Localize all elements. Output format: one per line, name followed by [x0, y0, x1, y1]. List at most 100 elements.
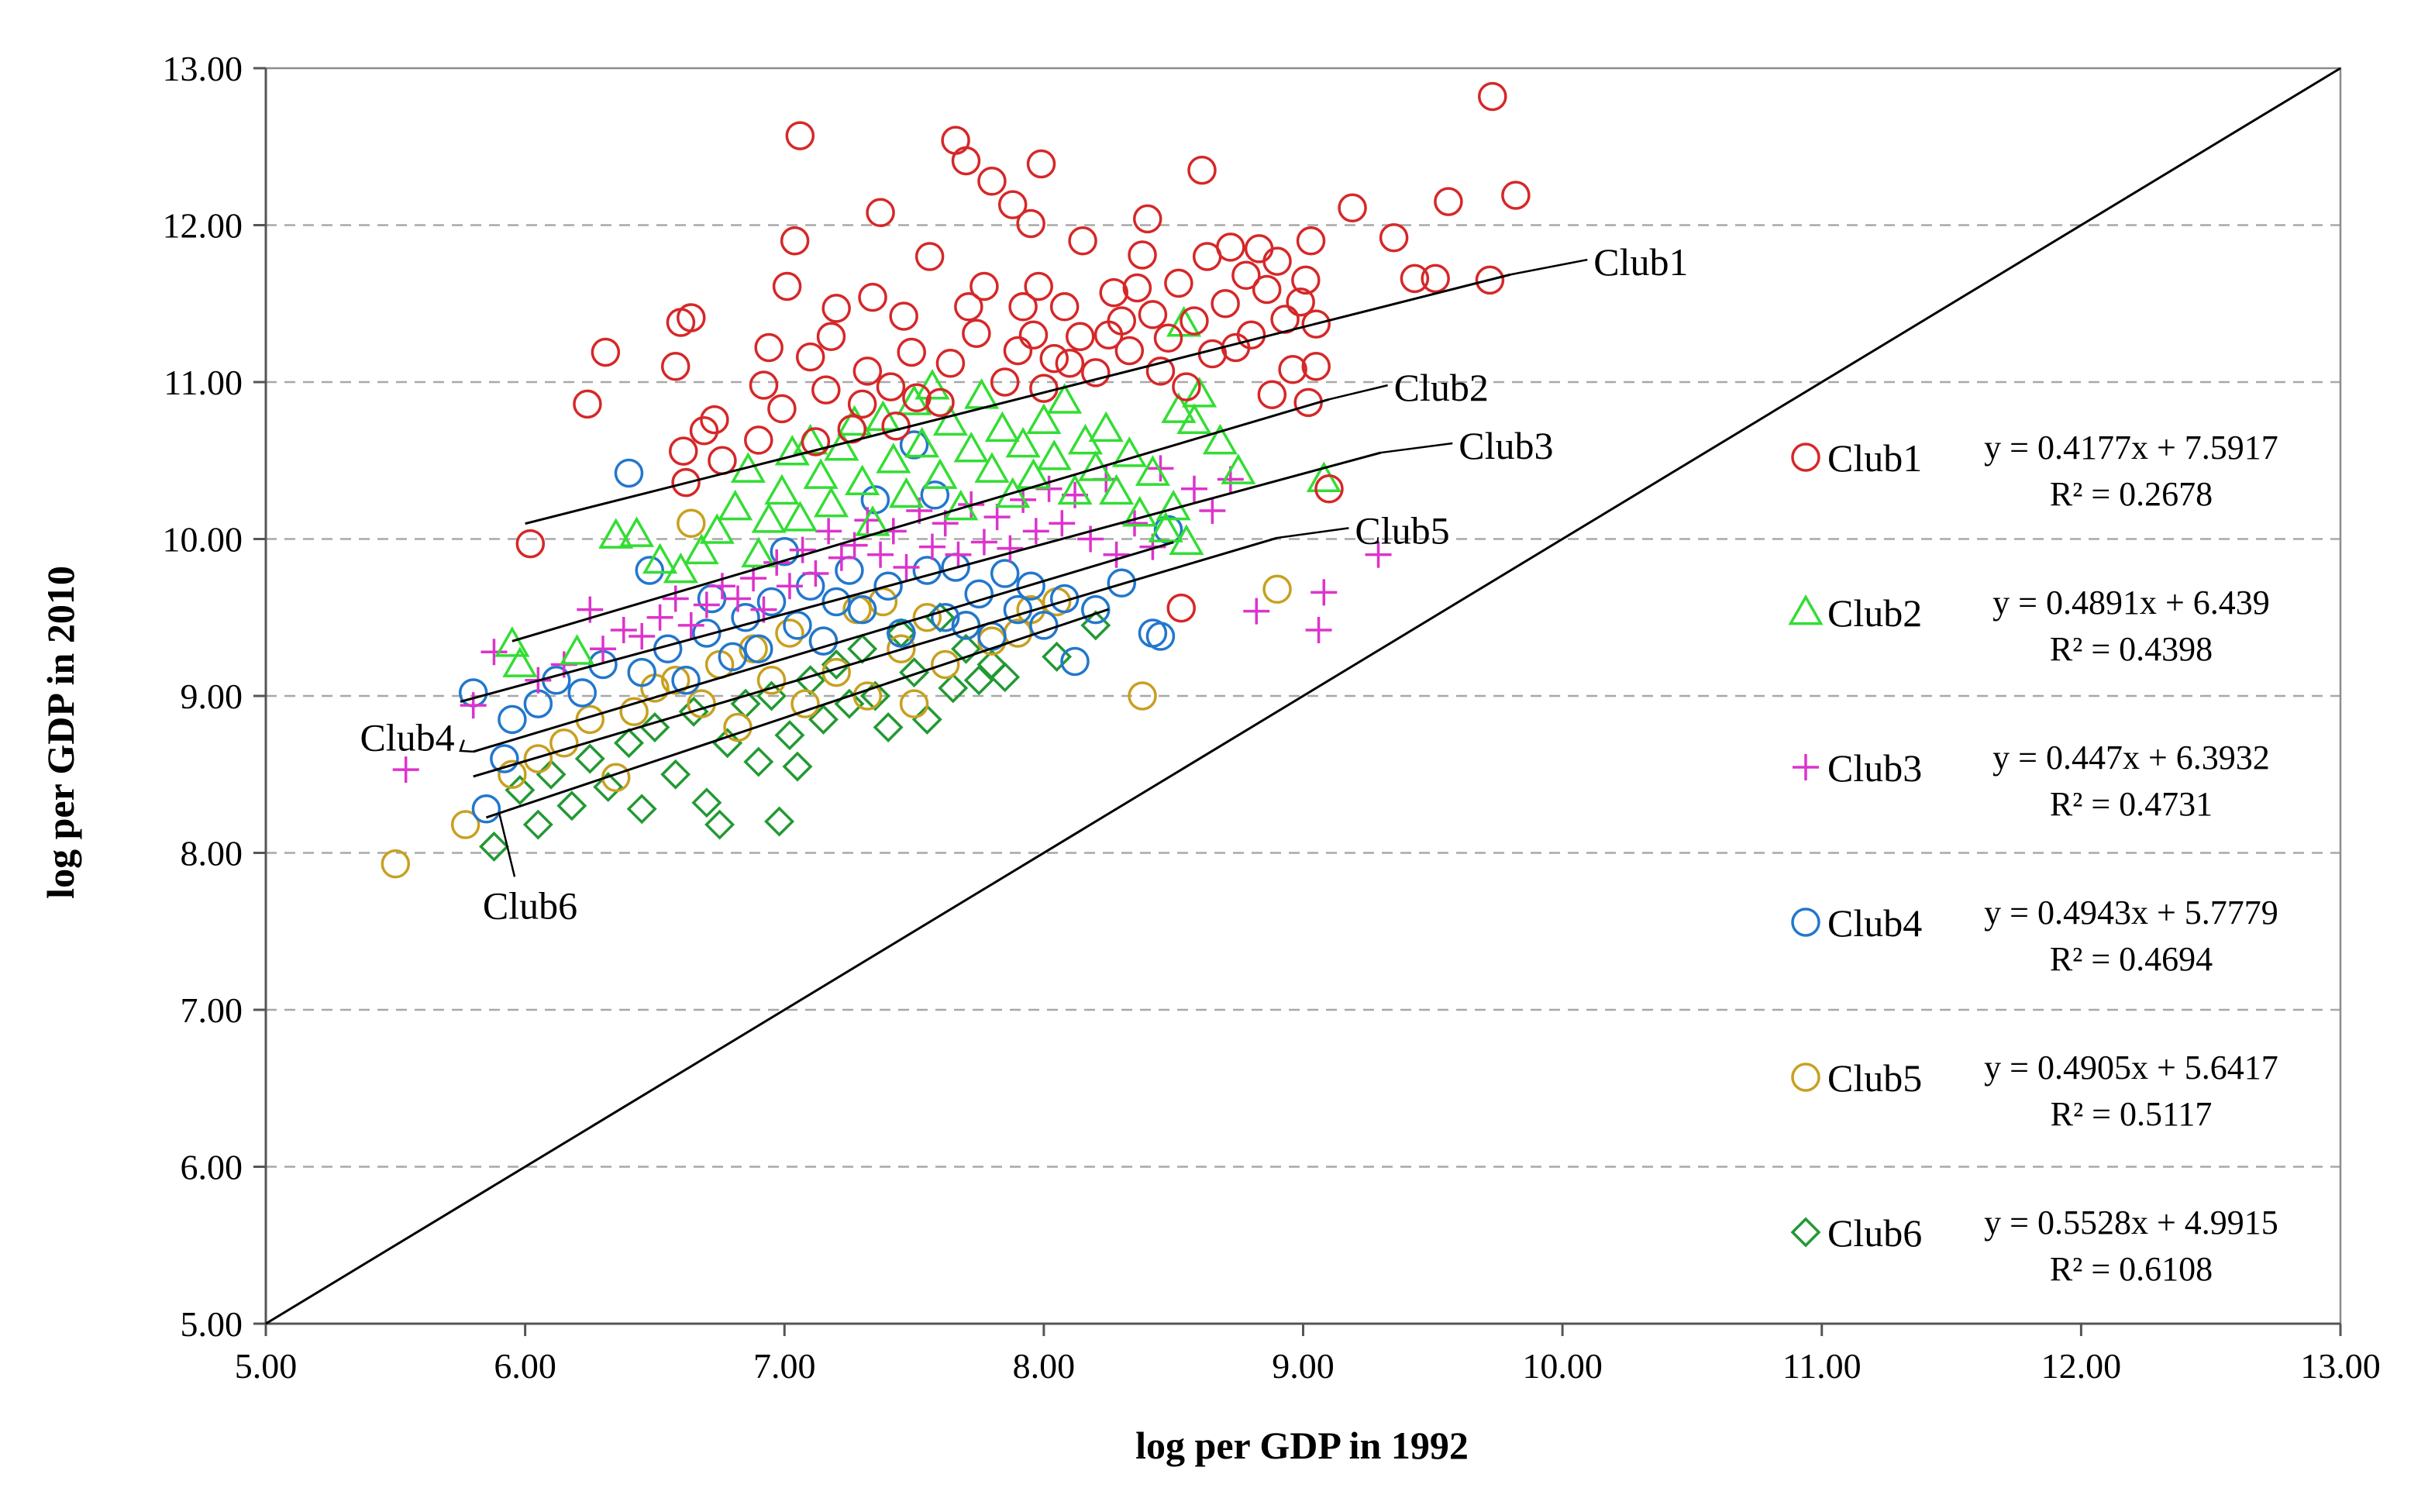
point-club3-11	[677, 611, 704, 639]
point-club1-89	[1301, 352, 1331, 381]
point-club2-26	[896, 384, 932, 415]
point-club1-11	[744, 425, 773, 455]
point-club1-99	[1166, 593, 1196, 623]
point-club1-65	[1145, 356, 1176, 386]
point-club5-0	[381, 849, 411, 879]
point-club1-96	[1478, 81, 1507, 112]
point-club3-35	[997, 535, 1024, 562]
point-club6-10	[660, 759, 691, 790]
point-club2-53	[1169, 524, 1204, 555]
point-club1-27	[866, 198, 895, 228]
point-club4-27	[873, 571, 903, 601]
point-club2-3	[598, 518, 634, 549]
point-club3-25	[867, 541, 894, 568]
fit-line-club6	[485, 608, 1110, 819]
x-tick-label-7: 12.00	[2041, 1346, 2122, 1386]
point-club3-14	[725, 585, 752, 612]
point-club6-23	[821, 649, 852, 680]
point-club1-52	[1049, 292, 1080, 322]
series-club2	[494, 305, 1341, 677]
legend-name-club1: Club1	[1827, 436, 1922, 480]
point-club1-80	[1257, 380, 1287, 409]
point-club1-84	[1286, 287, 1315, 317]
point-club3-47	[1180, 475, 1207, 502]
point-club4-18	[756, 587, 787, 617]
point-club2-25	[888, 477, 925, 508]
point-club3-34	[983, 504, 1011, 531]
legend-marker-club5	[1791, 1063, 1820, 1092]
point-club5-10	[677, 508, 706, 538]
line-label-club4: Club4	[360, 716, 454, 759]
legend-item-club6: Club6 y = 0.5528x + 4.9915 R² = 0.6108	[1790, 1204, 2278, 1288]
point-club2-35	[984, 411, 1020, 443]
point-club1-93	[1400, 263, 1430, 294]
point-club1-9	[700, 405, 729, 435]
point-club2-39	[1026, 403, 1062, 435]
point-club1-5	[677, 303, 706, 332]
point-club1-63	[1132, 204, 1162, 234]
fit-line-club4	[473, 541, 1174, 753]
fit-lines-layer	[265, 67, 2341, 1325]
point-club1-55	[1068, 226, 1097, 256]
point-club1-58	[1099, 277, 1128, 308]
point-club1-44	[1003, 336, 1033, 366]
point-club5-2	[498, 759, 527, 789]
point-club2-40	[1036, 439, 1072, 470]
point-club3-12	[693, 591, 720, 618]
legend-name-club6: Club6	[1827, 1211, 1922, 1255]
point-club1-42	[990, 367, 1020, 397]
x-tick-label-1: 6.00	[494, 1346, 556, 1386]
x-tick-label-5: 10.00	[1522, 1346, 1603, 1386]
legend-r2-club6: R² = 0.6108	[2050, 1250, 2213, 1288]
point-club2-13	[764, 474, 800, 505]
point-club6-29	[899, 657, 930, 688]
point-club6-2	[522, 809, 553, 840]
y-axis-title: log per GDP in 2010	[39, 566, 82, 899]
point-club4-19	[770, 536, 799, 567]
point-club2-15	[782, 501, 818, 532]
point-club1-23	[837, 415, 867, 444]
point-club1-2	[591, 337, 621, 367]
legend-r2-club3: R² = 0.4731	[2050, 785, 2213, 823]
point-club2-45	[1088, 411, 1124, 443]
point-club1-0	[515, 529, 546, 559]
point-club1-62	[1128, 240, 1157, 270]
point-club4-25	[847, 594, 877, 625]
point-club3-39	[1049, 510, 1076, 537]
point-club6-0	[478, 831, 509, 862]
point-club1-38	[954, 292, 983, 322]
legend-equation-club4: y = 0.4943x + 5.7779	[1984, 894, 2278, 932]
point-club1-85	[1291, 265, 1321, 295]
line-label-club6: Club6	[483, 883, 577, 927]
point-club2-6	[663, 552, 698, 584]
point-club2-18	[813, 486, 849, 518]
point-club5-4	[549, 728, 579, 758]
point-club1-61	[1122, 273, 1152, 303]
point-club1-28	[876, 372, 906, 401]
y-tick-label-2: 7.00	[181, 990, 243, 1030]
x-tick-label-8: 13.00	[2300, 1346, 2381, 1386]
point-club4-28	[887, 618, 916, 648]
series-club4	[458, 430, 1183, 824]
point-club3-22	[828, 544, 855, 571]
point-club4-46	[1145, 622, 1176, 651]
point-club4-43	[1081, 594, 1111, 625]
point-club3-53	[1365, 541, 1392, 568]
point-club5-32	[1128, 681, 1157, 711]
y-tick-label-6: 11.00	[164, 363, 243, 402]
point-club1-1	[573, 389, 602, 419]
y-tick-label-3: 8.00	[181, 834, 243, 873]
point-club4-2	[490, 744, 519, 773]
point-club4-13	[692, 618, 722, 648]
point-club6-22	[808, 704, 839, 735]
point-club1-91	[1338, 193, 1367, 222]
point-club1-36	[941, 126, 970, 155]
point-club3-31	[945, 541, 972, 568]
point-club2-21	[845, 464, 880, 496]
point-club1-17	[785, 121, 815, 150]
point-club1-39	[962, 319, 991, 348]
legend-name-club2: Club2	[1827, 591, 1922, 635]
point-club1-37	[951, 146, 981, 176]
point-club1-47	[1018, 320, 1049, 350]
point-club4-8	[614, 458, 644, 488]
